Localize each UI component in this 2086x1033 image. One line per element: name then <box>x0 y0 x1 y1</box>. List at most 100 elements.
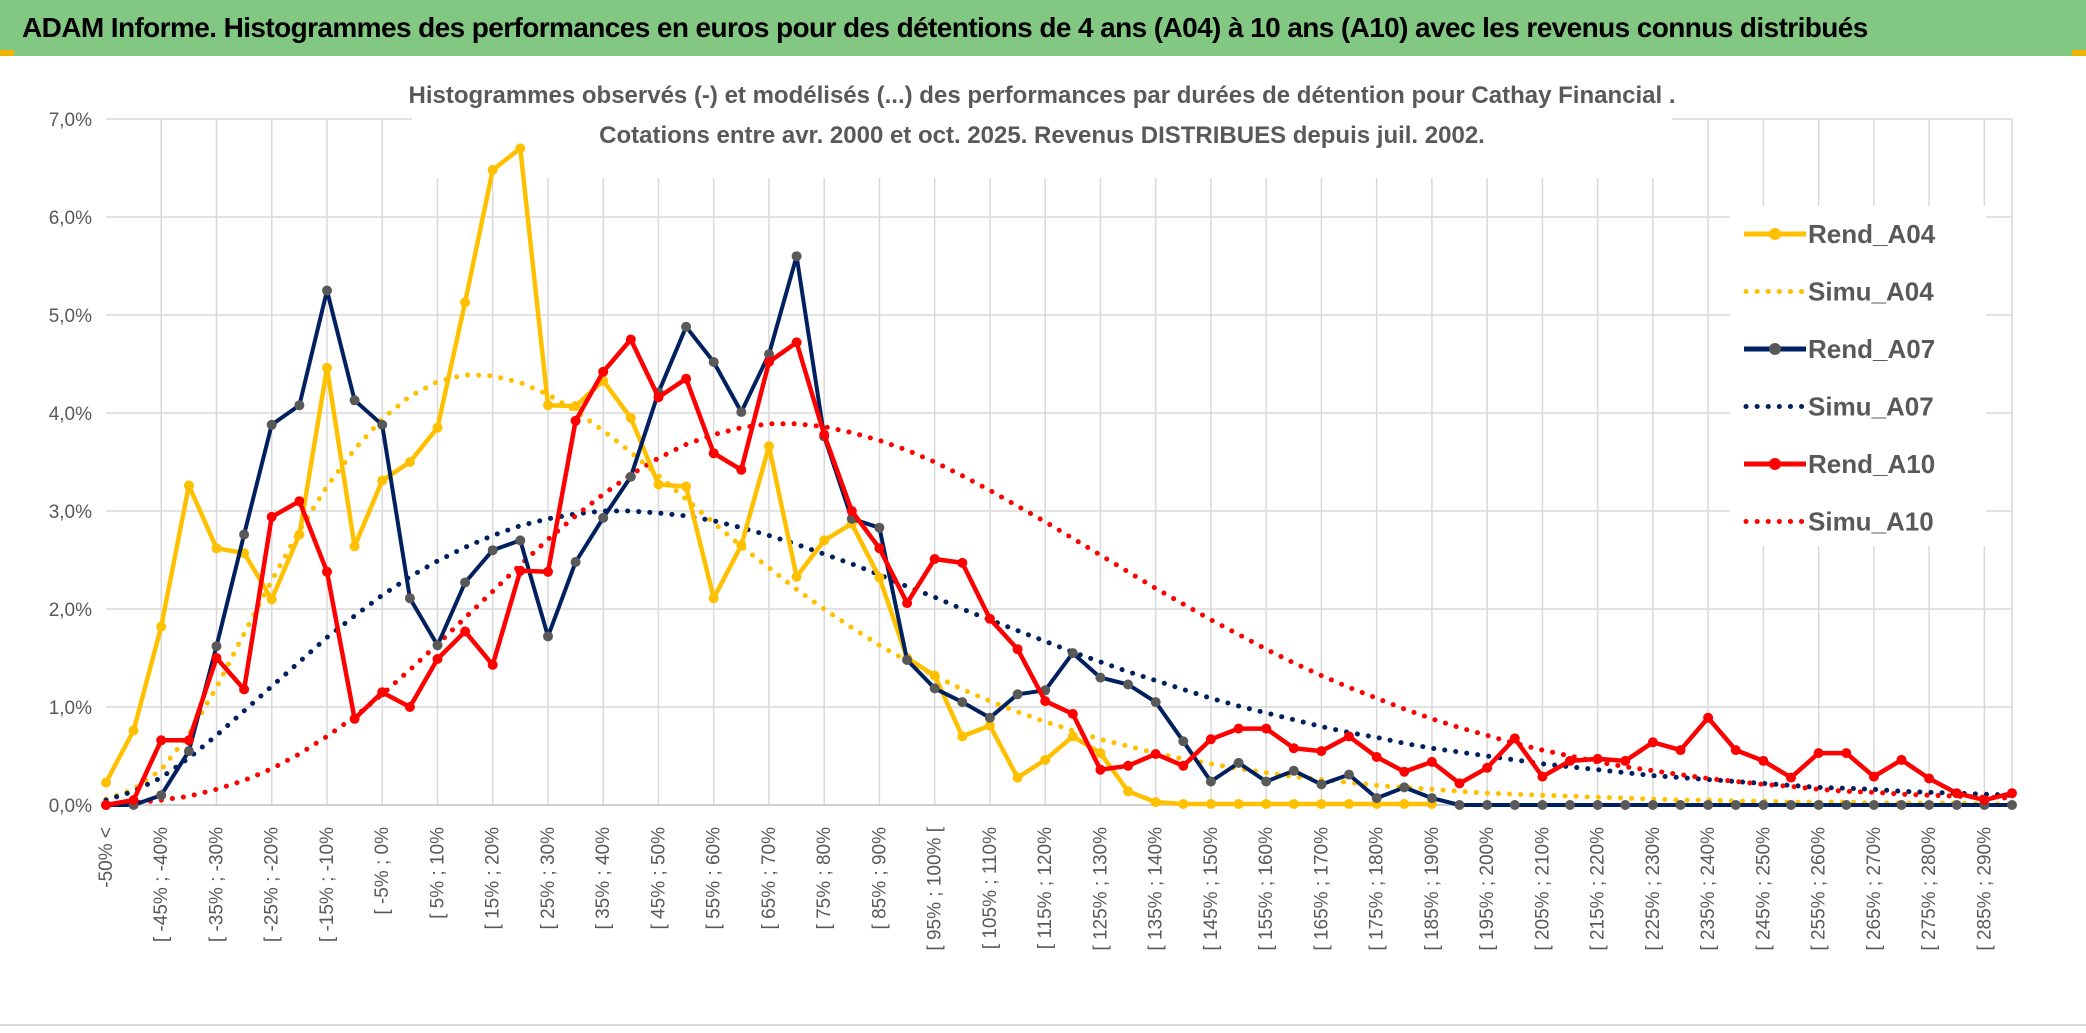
data-point <box>128 725 139 736</box>
data-point <box>984 720 995 731</box>
data-point <box>929 670 940 681</box>
data-point <box>404 702 415 712</box>
x-tick-label: [ 155% ; 160% <box>1256 827 1277 951</box>
data-point <box>625 334 636 345</box>
data-point <box>1924 800 1935 810</box>
x-tick-label: [ 95% ; 100% [ <box>925 826 946 950</box>
data-point <box>1288 743 1299 754</box>
data-point <box>239 529 250 540</box>
data-point <box>1040 696 1051 707</box>
data-point <box>708 448 719 459</box>
data-point <box>1758 800 1769 810</box>
data-point <box>1095 748 1106 759</box>
series-simu-a04 <box>103 372 2015 807</box>
data-point <box>1399 799 1410 809</box>
data-point <box>239 684 250 695</box>
y-tick-label: 2,0% <box>49 600 92 621</box>
data-point <box>984 712 995 723</box>
data-point <box>957 731 968 742</box>
data-point <box>1730 745 1741 756</box>
data-point <box>764 441 774 452</box>
data-point <box>1012 689 1023 700</box>
legend-label: Simu_A07 <box>1808 392 1934 422</box>
data-point <box>1150 697 1161 708</box>
axes: 0,0% 1,0% 2,0% 3,0% 4,0% 5,0% 6,0% 7,0% -50% < [ … <box>49 110 2012 951</box>
legend-label: Rend_A07 <box>1808 334 1935 364</box>
x-tick-label: [ 265% ; 270% <box>1864 827 1885 951</box>
data-point <box>681 321 692 332</box>
data-point <box>1316 746 1327 757</box>
data-point <box>1454 778 1465 789</box>
data-point <box>1095 764 1106 775</box>
data-point <box>1178 760 1189 771</box>
data-point <box>1123 786 1134 797</box>
y-tick-label: 0,0% <box>49 796 92 817</box>
x-tick-label: [ 185% ; 190% <box>1422 827 1443 951</box>
data-point <box>625 412 636 423</box>
chart: 0,0% 1,0% 2,0% 3,0% 4,0% 5,0% 6,0% 7,0% -50% < [ … <box>0 56 2086 1026</box>
x-tick-label: [ 85% ; 90% <box>869 827 890 930</box>
data-point <box>1095 672 1106 683</box>
title-accent-right <box>2072 50 2086 56</box>
data-point <box>1813 748 1824 759</box>
x-tick-label: [ 65% ; 70% <box>759 827 780 930</box>
legend-marker <box>1769 458 1781 470</box>
series-simu-a10 <box>103 421 2015 807</box>
data-point <box>1205 799 1216 809</box>
data-point <box>460 297 471 308</box>
data-point <box>1344 799 1354 809</box>
data-point <box>1150 749 1161 759</box>
data-point <box>902 655 913 665</box>
data-point <box>598 512 609 523</box>
data-point <box>211 653 222 663</box>
data-point <box>1399 782 1410 793</box>
data-point <box>515 565 526 576</box>
data-point <box>211 543 222 554</box>
data-point <box>681 481 692 492</box>
report-title-bar: ADAM Informe. Histogrammes des performan… <box>0 0 2086 56</box>
x-tick-label: [ 5% ; 10% <box>427 827 448 919</box>
data-point <box>1233 799 1244 809</box>
data-point <box>1178 799 1189 809</box>
data-point <box>764 357 774 367</box>
data-point <box>1565 800 1575 810</box>
data-point <box>1040 754 1051 765</box>
data-point <box>1675 745 1686 756</box>
data-point <box>764 349 774 360</box>
legend-label: Rend_A10 <box>1808 449 1935 479</box>
x-tick-label: [ 255% ; 260% <box>1809 827 1830 951</box>
bottom-border <box>0 1024 2086 1026</box>
data-point <box>736 540 747 551</box>
x-tick-label: [ 225% ; 230% <box>1643 827 1664 951</box>
data-point <box>708 593 719 604</box>
data-point <box>1647 800 1658 810</box>
data-point <box>1150 797 1161 808</box>
x-tick-label: [ 105% ; 110% <box>980 827 1001 949</box>
data-point <box>846 506 857 516</box>
data-point <box>653 392 664 403</box>
data-point <box>543 631 553 642</box>
data-point <box>1509 733 1520 744</box>
legend-item-simu-a10: Simu_A10 <box>1743 507 1934 537</box>
x-tick-label: [ 35% ; 40% <box>593 827 614 930</box>
data-point <box>736 464 747 475</box>
data-point <box>570 401 581 412</box>
data-point <box>101 800 111 810</box>
x-tick-label: [ 115% ; 120% <box>1035 827 1056 949</box>
x-tick-label: [ 195% ; 200% <box>1477 827 1498 951</box>
data-point <box>1758 755 1769 766</box>
legend-label: Rend_A04 <box>1808 219 1936 249</box>
data-point <box>432 640 443 651</box>
data-point <box>349 395 360 406</box>
series-rend-a10 <box>101 334 2017 810</box>
x-tick-label: [ 75% ; 80% <box>814 827 835 930</box>
data-point <box>874 543 885 554</box>
data-point <box>957 697 968 708</box>
x-tick-label: -50% < <box>96 827 117 888</box>
x-tick-label: [ 145% ; 150% <box>1201 827 1222 951</box>
series-rend-a07 <box>101 251 2017 810</box>
data-point <box>128 795 139 806</box>
x-tick-label: [ -15% ; -10% <box>317 827 338 942</box>
data-point <box>1979 795 1990 806</box>
